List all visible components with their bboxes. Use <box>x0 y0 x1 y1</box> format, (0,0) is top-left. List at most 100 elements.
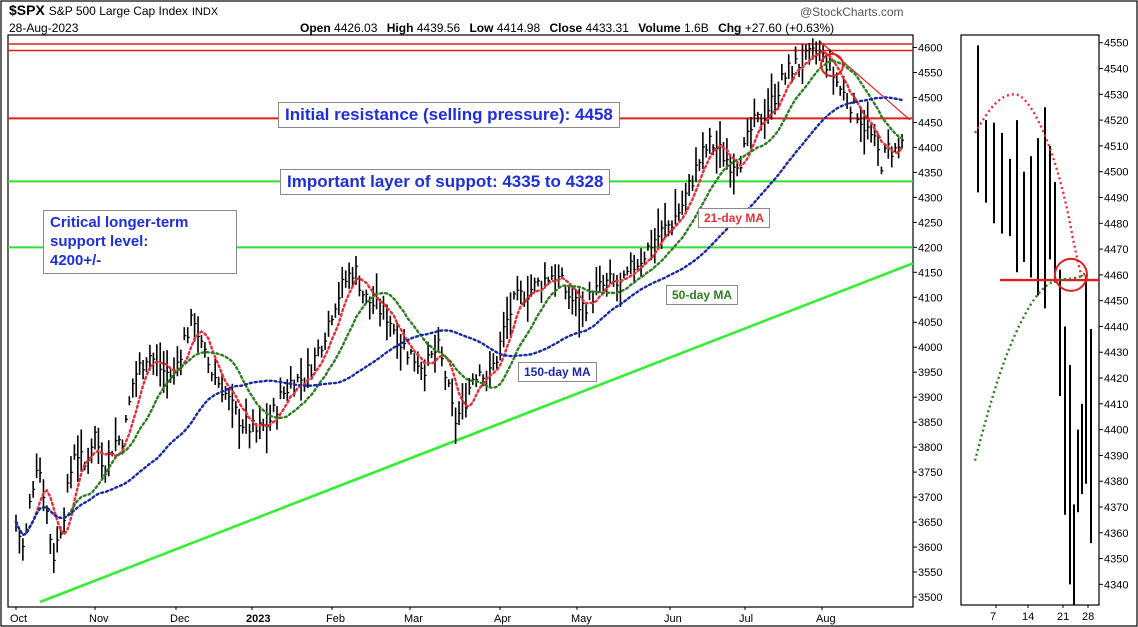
y-tick-label: 3600 <box>918 542 942 554</box>
main-plot-frame <box>7 34 914 608</box>
symbol: $SPX <box>9 2 45 18</box>
detail-y-tick-label: 4520 <box>1104 115 1128 127</box>
detail-y-tick-label: 4450 <box>1104 296 1128 308</box>
critical-support-annotation: Critical longer-term support level: 4200… <box>43 210 237 274</box>
y-tick-label: 3900 <box>918 392 942 404</box>
y-tick-label: 4600 <box>918 42 942 54</box>
x-tick-label: May <box>571 613 592 625</box>
detail-y-tick-label: 4530 <box>1104 89 1128 101</box>
y-tick-label: 4350 <box>918 167 942 179</box>
detail-price-panel: 4340 4350 4360 4370 4380 4390 4400 4410 4420 4430… <box>960 34 1128 623</box>
detail-y-tick-label: 4390 <box>1104 450 1128 462</box>
stat-label: High <box>386 21 417 35</box>
detail-y-tick-label: 4510 <box>1104 141 1128 153</box>
x-tick-label: Jun <box>664 613 682 625</box>
y-tick-label: 4150 <box>918 267 942 279</box>
stat-label: Volume <box>638 21 685 35</box>
resistance-annotation: Initial resistance (selling pressure): 4… <box>278 102 620 128</box>
detail-y-tick-label: 4550 <box>1104 38 1128 50</box>
critical-support-line-2: support level: <box>50 233 149 250</box>
ohlc-stats: Open 4426.03 High 4439.56 Low 4414.98 Cl… <box>300 21 840 35</box>
detail-y-tick-label: 4360 <box>1104 528 1128 540</box>
y-tick-label: 4550 <box>918 67 942 79</box>
detail-y-tick-label: 4480 <box>1104 218 1128 230</box>
stat-value: 4426.03 <box>334 21 381 35</box>
main-price-panel: 3500 3550 3600 3650 3700 3750 3800 3850 3900 3950… <box>7 34 942 625</box>
stat-label: Chg <box>718 21 745 35</box>
exchange-label: INDX <box>191 6 219 18</box>
stat-label: Close <box>549 21 586 35</box>
stat-value: +27.60 (+0.63%) <box>744 21 835 35</box>
y-tick-label: 4000 <box>918 342 942 354</box>
ma50-line <box>14 59 904 537</box>
ma150-line <box>14 96 904 537</box>
detail-plot-frame <box>960 34 1100 606</box>
y-tick-label: 3750 <box>918 467 942 479</box>
detail-y-tick-label: 4470 <box>1104 244 1128 256</box>
y-tick-label: 3850 <box>918 417 942 429</box>
detail-y-tick-label: 4420 <box>1104 373 1128 385</box>
detail-x-tick-label: 14 <box>1022 611 1034 623</box>
detail-x-tick-label: 28 <box>1082 611 1094 623</box>
detail-y-tick-label: 4490 <box>1104 192 1128 204</box>
long-term-trendline <box>39 262 914 604</box>
support-annotation: Important layer of suppot: 4335 to 4328 <box>280 169 611 195</box>
detail-y-tick-label: 4430 <box>1104 347 1128 359</box>
y-tick-label: 3550 <box>918 567 942 579</box>
y-tick-label: 4400 <box>918 142 942 154</box>
y-tick-label: 3500 <box>918 592 942 604</box>
ma50-label: 50-day MA <box>666 285 739 305</box>
y-tick-label: 4300 <box>918 192 942 204</box>
detail-y-tick-label: 4370 <box>1104 502 1128 514</box>
detail-y-tick-label: 4340 <box>1104 579 1128 591</box>
ma21-line <box>14 49 904 537</box>
detail-highlight-circle <box>1054 257 1088 292</box>
detail-ma21-line <box>973 93 1088 279</box>
x-tick-label: Nov <box>89 613 109 625</box>
detail-y-tick-label: 4350 <box>1104 554 1128 566</box>
x-tick-label: Aug <box>816 613 836 625</box>
x-tick-label: 2023 <box>246 613 270 625</box>
detail-y-tick-label: 4440 <box>1104 321 1128 333</box>
y-tick-label: 4200 <box>918 242 942 254</box>
critical-support-line-3: 4200+/- <box>50 252 102 269</box>
stat-value: 4433.31 <box>585 21 633 35</box>
detail-y-tick-label: 4400 <box>1104 425 1128 437</box>
stat-value: 4414.98 <box>496 21 544 35</box>
x-tick-label: Apr <box>494 613 511 625</box>
stat-value: 4439.56 <box>416 21 464 35</box>
ma150-label: 150-day MA <box>518 362 597 382</box>
y-tick-label: 4450 <box>918 117 942 129</box>
y-tick-label: 4250 <box>918 217 942 229</box>
x-tick-label: Jul <box>739 613 753 625</box>
stat-label: Open <box>300 21 335 35</box>
ma21-label: 21-day MA <box>698 208 771 228</box>
detail-y-tick-label: 4460 <box>1104 270 1128 282</box>
y-tick-label: 3650 <box>918 517 942 529</box>
stat-value: 1.6B <box>684 21 713 35</box>
x-tick-label: Dec <box>170 613 190 625</box>
index-name: S&P 500 Large Cap Index <box>48 4 188 18</box>
x-tick-label: Feb <box>326 613 345 625</box>
y-tick-label: 4050 <box>918 317 942 329</box>
x-tick-label: Mar <box>404 613 423 625</box>
y-tick-label: 3700 <box>918 492 942 504</box>
peak-highlight-circle <box>820 52 844 77</box>
detail-y-tick-label: 4500 <box>1104 167 1128 179</box>
critical-support-line-1: Critical longer-term <box>50 214 189 231</box>
detail-y-tick-label: 4540 <box>1104 64 1128 76</box>
stat-label: Low <box>469 21 497 35</box>
y-tick-label: 4500 <box>918 92 942 104</box>
y-tick-label: 3800 <box>918 442 942 454</box>
detail-y-tick-label: 4380 <box>1104 476 1128 488</box>
y-tick-label: 4100 <box>918 292 942 304</box>
chart-date: 28-Aug-2023 <box>9 21 79 35</box>
detail-x-tick-label: 7 <box>990 611 996 623</box>
symbol-header: $SPX S&P 500 Large Cap Index INDX <box>9 2 218 18</box>
y-tick-label: 3950 <box>918 367 942 379</box>
x-tick-label: Oct <box>10 613 27 625</box>
detail-x-tick-label: 21 <box>1057 611 1069 623</box>
